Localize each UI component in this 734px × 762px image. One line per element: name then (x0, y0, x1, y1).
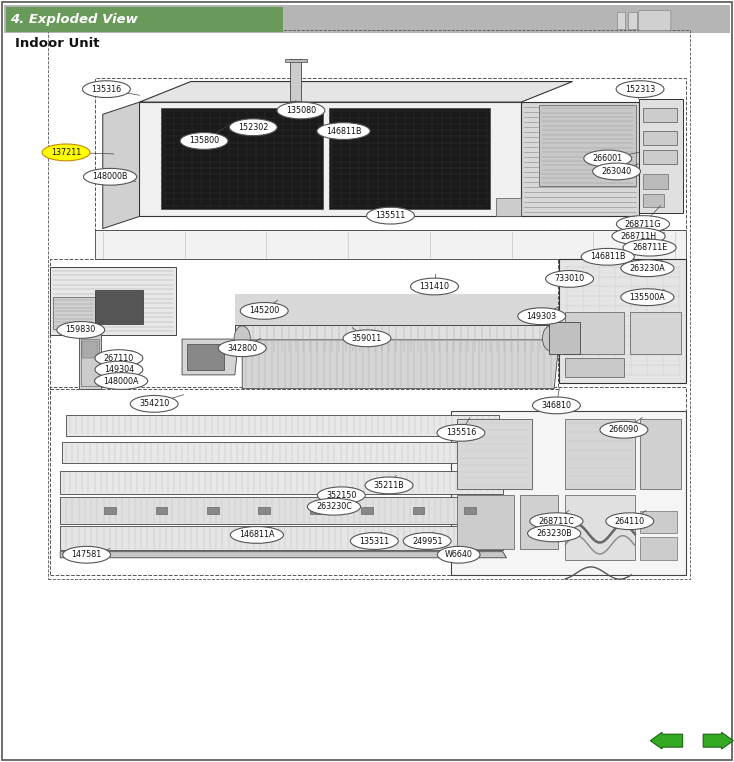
Ellipse shape (606, 513, 654, 530)
Polygon shape (565, 358, 624, 377)
Ellipse shape (366, 207, 415, 224)
Polygon shape (95, 290, 143, 324)
Polygon shape (640, 537, 677, 560)
Polygon shape (290, 59, 301, 101)
Text: 147581: 147581 (71, 550, 102, 559)
Polygon shape (549, 322, 580, 354)
Polygon shape (62, 442, 503, 463)
Text: 263230B: 263230B (537, 529, 572, 538)
Ellipse shape (621, 260, 674, 277)
Text: 733010: 733010 (554, 274, 585, 283)
Ellipse shape (84, 168, 137, 185)
Polygon shape (559, 259, 686, 383)
Ellipse shape (365, 477, 413, 494)
Text: 268711G: 268711G (625, 219, 661, 229)
Polygon shape (104, 507, 116, 514)
Polygon shape (643, 108, 677, 122)
Polygon shape (640, 511, 677, 533)
Polygon shape (103, 102, 139, 229)
Polygon shape (565, 495, 635, 560)
Polygon shape (539, 105, 636, 186)
Polygon shape (161, 108, 323, 209)
Text: 268711E: 268711E (632, 243, 667, 252)
Text: 135511: 135511 (375, 211, 406, 220)
Ellipse shape (308, 498, 360, 515)
Text: 149304: 149304 (103, 365, 134, 374)
Text: 249951: 249951 (412, 536, 443, 546)
Ellipse shape (343, 330, 391, 347)
Polygon shape (457, 419, 532, 489)
Ellipse shape (617, 216, 669, 232)
Ellipse shape (545, 271, 594, 287)
Polygon shape (640, 419, 681, 489)
Text: 146811B: 146811B (590, 252, 625, 261)
Text: 152313: 152313 (625, 85, 655, 94)
Polygon shape (139, 102, 521, 216)
Ellipse shape (95, 373, 148, 389)
Polygon shape (242, 340, 559, 389)
Ellipse shape (180, 133, 228, 149)
Polygon shape (235, 294, 558, 338)
Text: 268711H: 268711H (620, 232, 657, 241)
Ellipse shape (62, 546, 111, 563)
Ellipse shape (230, 527, 283, 543)
Polygon shape (258, 507, 270, 514)
Text: 146811A: 146811A (239, 530, 275, 539)
Ellipse shape (410, 278, 459, 295)
Ellipse shape (528, 525, 581, 542)
Text: 268711C: 268711C (539, 517, 574, 526)
Text: 149303: 149303 (526, 312, 557, 321)
Polygon shape (285, 59, 307, 62)
Polygon shape (643, 131, 677, 145)
Polygon shape (53, 297, 95, 329)
Ellipse shape (95, 350, 143, 367)
Polygon shape (139, 82, 573, 102)
Polygon shape (310, 507, 321, 514)
Text: 263230C: 263230C (316, 502, 352, 511)
Ellipse shape (95, 361, 143, 378)
Ellipse shape (350, 533, 399, 549)
Text: 135316: 135316 (91, 85, 122, 94)
Text: 135800: 135800 (189, 136, 219, 146)
Text: 135080: 135080 (286, 106, 316, 115)
Text: 145200: 145200 (249, 306, 280, 315)
FancyBboxPatch shape (617, 12, 625, 29)
Text: 152302: 152302 (238, 123, 269, 132)
Polygon shape (50, 267, 176, 335)
Polygon shape (6, 7, 283, 32)
FancyArrow shape (703, 732, 733, 749)
Polygon shape (643, 174, 668, 189)
Text: 159830: 159830 (65, 325, 96, 335)
Polygon shape (496, 198, 521, 216)
Text: Indoor Unit: Indoor Unit (15, 37, 99, 50)
Text: 263040: 263040 (601, 167, 632, 176)
Ellipse shape (530, 513, 583, 530)
Polygon shape (643, 150, 677, 164)
Polygon shape (520, 495, 558, 549)
Ellipse shape (218, 340, 266, 357)
Polygon shape (156, 507, 167, 514)
Ellipse shape (437, 546, 480, 563)
Text: 131410: 131410 (420, 282, 449, 291)
Polygon shape (361, 507, 373, 514)
Polygon shape (643, 194, 664, 207)
Text: 354210: 354210 (139, 399, 170, 408)
Text: 135311: 135311 (359, 536, 390, 546)
Polygon shape (565, 419, 635, 489)
Polygon shape (60, 497, 503, 524)
Ellipse shape (616, 81, 664, 98)
Text: 4. Exploded View: 4. Exploded View (10, 13, 137, 26)
Polygon shape (457, 495, 514, 549)
Ellipse shape (621, 289, 674, 306)
Polygon shape (95, 230, 686, 259)
Ellipse shape (581, 248, 634, 265)
Polygon shape (329, 108, 490, 209)
Ellipse shape (42, 144, 90, 161)
Text: 266001: 266001 (592, 154, 623, 163)
Polygon shape (565, 312, 624, 354)
Polygon shape (413, 507, 424, 514)
Ellipse shape (130, 395, 178, 412)
Polygon shape (60, 552, 506, 558)
Polygon shape (4, 5, 730, 33)
